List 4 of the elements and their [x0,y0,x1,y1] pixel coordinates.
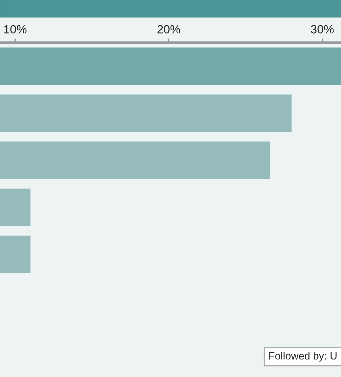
x-tick-label: 30% [311,25,334,34]
x-tick-label: 20% [158,25,180,34]
x-tick-label: 10% [4,25,27,34]
text: Followed by: U [270,352,337,362]
